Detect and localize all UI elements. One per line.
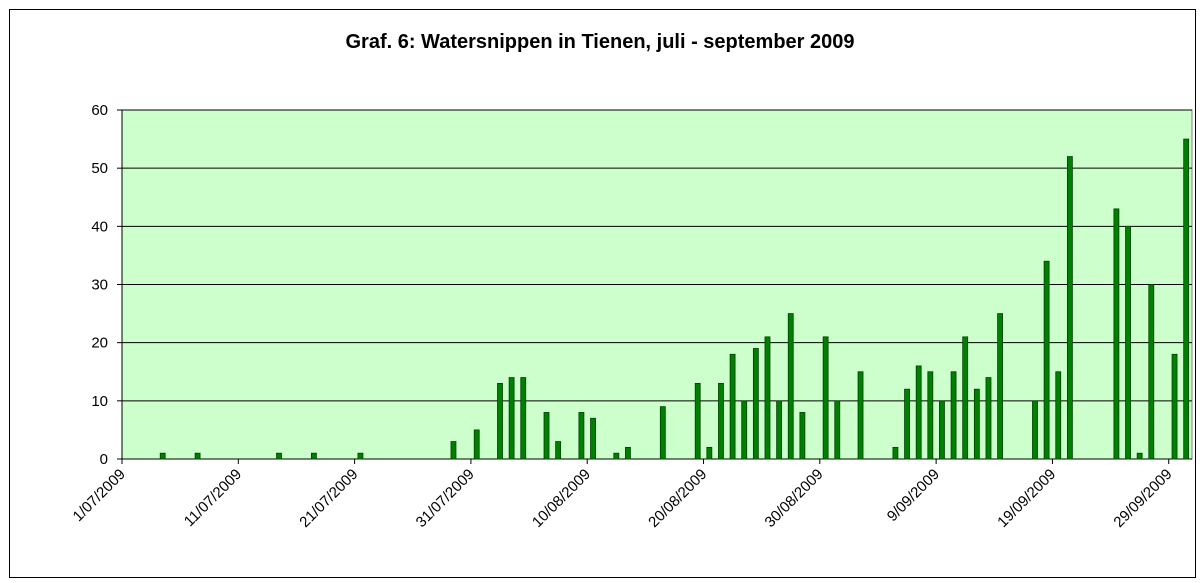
bar (962, 336, 969, 460)
bar (973, 388, 980, 460)
bar (1171, 353, 1178, 460)
bar (997, 313, 1003, 460)
bar (1113, 208, 1120, 460)
y-tick-label: 10 (91, 393, 108, 410)
bar (473, 429, 480, 460)
bar (613, 452, 620, 460)
bar (1032, 400, 1038, 460)
bar (159, 452, 166, 460)
bar (450, 441, 457, 460)
bar (555, 441, 562, 460)
bar (357, 452, 364, 460)
y-tick-label: 40 (91, 218, 108, 235)
bar (590, 417, 596, 460)
y-tick-label: 60 (91, 102, 108, 119)
y-tick-label: 30 (91, 277, 108, 294)
bar (985, 377, 992, 460)
bar (625, 446, 631, 460)
bar (718, 382, 724, 460)
bar (752, 348, 759, 460)
bar (799, 412, 806, 460)
bar (904, 388, 910, 460)
bar (1136, 452, 1143, 460)
bar (694, 382, 701, 460)
bar (927, 371, 934, 460)
bar (508, 377, 515, 460)
bar (520, 377, 527, 460)
y-tick-label: 0 (100, 451, 108, 468)
bar (741, 400, 748, 460)
bar (939, 400, 945, 460)
bar (787, 313, 794, 460)
bar (659, 406, 666, 460)
bar (1066, 156, 1073, 460)
bar (497, 382, 503, 460)
bar (578, 412, 585, 460)
bar (950, 371, 957, 460)
y-tick-label: 50 (91, 160, 108, 177)
y-tick-label: 20 (91, 335, 108, 352)
bar (1043, 260, 1050, 460)
bar (822, 336, 829, 460)
bar (892, 446, 899, 460)
bar (1148, 284, 1155, 460)
bar (857, 371, 864, 460)
bar (1055, 371, 1062, 460)
bar (1183, 138, 1190, 460)
bar (915, 365, 922, 460)
chart-title: Graf. 6: Watersnippen in Tienen, juli - … (345, 31, 854, 53)
bar (276, 452, 282, 460)
bar (729, 353, 736, 460)
bar (194, 452, 201, 460)
bar (311, 452, 317, 460)
bar (706, 446, 713, 460)
bar (1125, 225, 1131, 460)
bar (764, 336, 771, 460)
bar (776, 400, 783, 460)
bar (834, 400, 841, 460)
bar (543, 412, 550, 460)
